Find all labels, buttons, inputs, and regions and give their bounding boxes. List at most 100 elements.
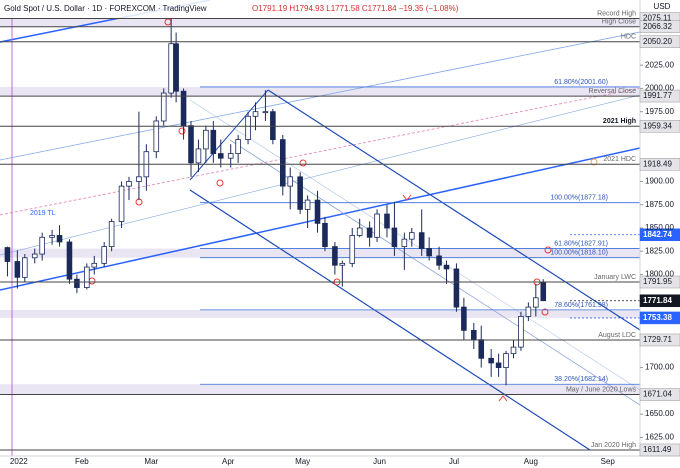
price-badge-label: 1991.77 (643, 91, 672, 100)
candle-body (287, 176, 294, 187)
price-badge-label: 1671.04 (643, 390, 672, 399)
annotation: 2019 TL (30, 210, 56, 217)
price-badge (639, 333, 680, 347)
candle-body (203, 129, 209, 150)
candle-body (366, 227, 373, 238)
candle-body (22, 257, 28, 278)
candle-body (66, 241, 73, 280)
zone (0, 86, 640, 97)
price-badge-label: 1842.74 (643, 230, 672, 239)
candle-body (270, 111, 276, 140)
x-tick-label: Feb (75, 457, 89, 466)
candle-body (39, 236, 45, 255)
price-badge (639, 35, 680, 48)
candle-body (235, 139, 241, 154)
y-tick-label: 1900.00 (645, 177, 674, 186)
candle-body (443, 264, 450, 270)
candle-body (118, 185, 125, 222)
fib-label: 100.00%(1877.18) (550, 195, 608, 202)
candle-body (188, 125, 194, 164)
y-tick-label: 1975.00 (645, 107, 674, 116)
price-badge-label: 2075.11 (643, 14, 672, 23)
candle-body (108, 221, 115, 248)
price-badge-label: 2050.20 (643, 37, 672, 46)
candle-body (297, 176, 303, 210)
fib-label: 78.60%(1761.98) (554, 302, 608, 309)
x-tick-label: May (295, 457, 310, 466)
zone (0, 18, 640, 27)
candle-body (31, 253, 38, 259)
price-badge-label: 1959.34 (643, 121, 672, 130)
pivot-marker (299, 159, 307, 167)
y-tick-label: 1850.00 (645, 223, 674, 232)
price-badge (639, 443, 680, 457)
pivot-marker (541, 308, 549, 316)
y-tick-label: 1825.00 (645, 246, 674, 255)
candle-body (14, 261, 21, 278)
x-tick-label: Aug (524, 457, 538, 466)
y-tick-label: 1625.00 (645, 432, 674, 441)
price-badge-label: 1791.95 (643, 277, 672, 286)
price-badge (639, 89, 680, 103)
candle-body (4, 247, 11, 262)
candle-body (384, 213, 390, 229)
candle-body (391, 227, 398, 248)
price-badge (639, 388, 680, 401)
level-note: May / June 2020 Lows (566, 386, 637, 393)
y-tick-label: 1800.00 (645, 270, 674, 279)
level-note: Record High (597, 10, 636, 17)
x-tick-label: 2022 (10, 457, 28, 466)
candle-body (322, 222, 328, 248)
candle-body (533, 297, 539, 308)
plot: 61.80%(2001.60) 100.00%(1877.18) 61.80%(18… (0, 0, 641, 456)
candle-body (126, 181, 132, 187)
level-note: HDC (621, 34, 636, 41)
price-badge (639, 311, 680, 325)
zone (0, 248, 640, 258)
candle-body (136, 176, 142, 182)
candle-body (374, 213, 380, 238)
price-badge (639, 119, 680, 133)
fib-label: 100.00%(1818.10) (550, 250, 608, 257)
candle-body (74, 278, 80, 288)
zone (0, 384, 640, 395)
candle-body (56, 235, 63, 243)
candle-body (408, 232, 415, 240)
candle-body (349, 235, 356, 264)
candle-body (280, 139, 286, 187)
channel-line (189, 189, 591, 451)
candle-body (304, 199, 311, 210)
price-badge-label: 2066.32 (643, 22, 672, 31)
currency: USD (654, 2, 671, 11)
candle-body (314, 199, 321, 224)
level-note: 2021 HDC (603, 156, 636, 163)
y-tick-label: 1875.00 (645, 200, 674, 209)
price-badge-label: 1771.84 (643, 296, 672, 305)
candle-body (426, 248, 432, 257)
level-note: January LWC (594, 274, 636, 281)
candle-body (262, 111, 269, 114)
channel-line (189, 89, 269, 181)
price-badge (639, 294, 680, 307)
candle-body (168, 43, 174, 94)
candle-body (488, 357, 494, 364)
candle-body (503, 353, 509, 368)
candle-body (210, 129, 217, 154)
pivot-marker (178, 127, 186, 135)
level-note: August LDC (598, 332, 636, 339)
trend-line (0, 94, 641, 256)
pivot-marker (590, 158, 598, 166)
candle-body (540, 282, 547, 302)
candle-body (461, 306, 467, 331)
price-badge (639, 275, 680, 289)
candle-body (153, 120, 160, 153)
price-badge (639, 228, 680, 242)
candle-body (471, 329, 477, 341)
fib-label: 61.80%(1827.91) (554, 240, 608, 247)
candle-body (173, 43, 179, 92)
x-tick-label: Jun (373, 457, 386, 466)
price-badge-label: 1729.71 (643, 335, 672, 344)
level-note: 2021 High (603, 118, 636, 125)
x-tick-label: Sep (601, 457, 616, 466)
